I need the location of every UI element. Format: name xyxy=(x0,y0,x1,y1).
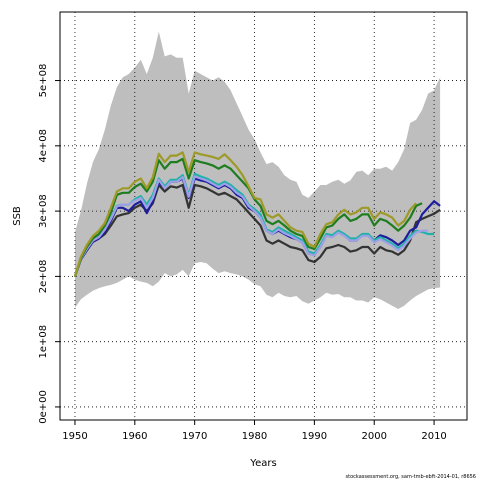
x-tick-label: 1950 xyxy=(62,431,87,442)
series-layer xyxy=(73,151,441,277)
x-axis: 1950 1960 1970 1980 1990 2000 2010 xyxy=(62,420,447,442)
grid-layer xyxy=(60,12,467,420)
x-axis-label: Years xyxy=(249,458,276,469)
y-tick-label: 4e+08 xyxy=(38,129,49,163)
y-tick-label: 1e+08 xyxy=(38,325,49,359)
plot-frame xyxy=(59,11,468,421)
x-tick-label: 1990 xyxy=(302,431,327,442)
x-tick-label: 1970 xyxy=(182,431,207,442)
y-axis: 0e+00 1e+08 2e+08 3e+08 4e+08 5e+08 xyxy=(38,64,60,424)
x-tick-label: 2010 xyxy=(421,431,446,442)
x-tick-label: 2000 xyxy=(362,431,387,442)
y-tick-label: 3e+08 xyxy=(38,194,49,228)
x-tick-label: 1960 xyxy=(122,431,147,442)
x-tick-label: 1980 xyxy=(242,431,267,442)
series-line-1 xyxy=(73,183,441,277)
series-line-4 xyxy=(73,175,429,277)
footnote: stockassessment.org, sam-tmb-ebft-2014-0… xyxy=(346,474,476,480)
y-axis-label: SSB xyxy=(12,206,23,226)
y-tick-label: 0e+00 xyxy=(38,390,49,424)
series-line-6 xyxy=(73,151,417,277)
y-tick-label: 5e+08 xyxy=(38,64,49,98)
confidence-band-layer xyxy=(75,31,441,309)
series-line-3 xyxy=(73,172,435,277)
confidence-band xyxy=(75,31,441,309)
y-tick-label: 2e+08 xyxy=(38,260,49,294)
